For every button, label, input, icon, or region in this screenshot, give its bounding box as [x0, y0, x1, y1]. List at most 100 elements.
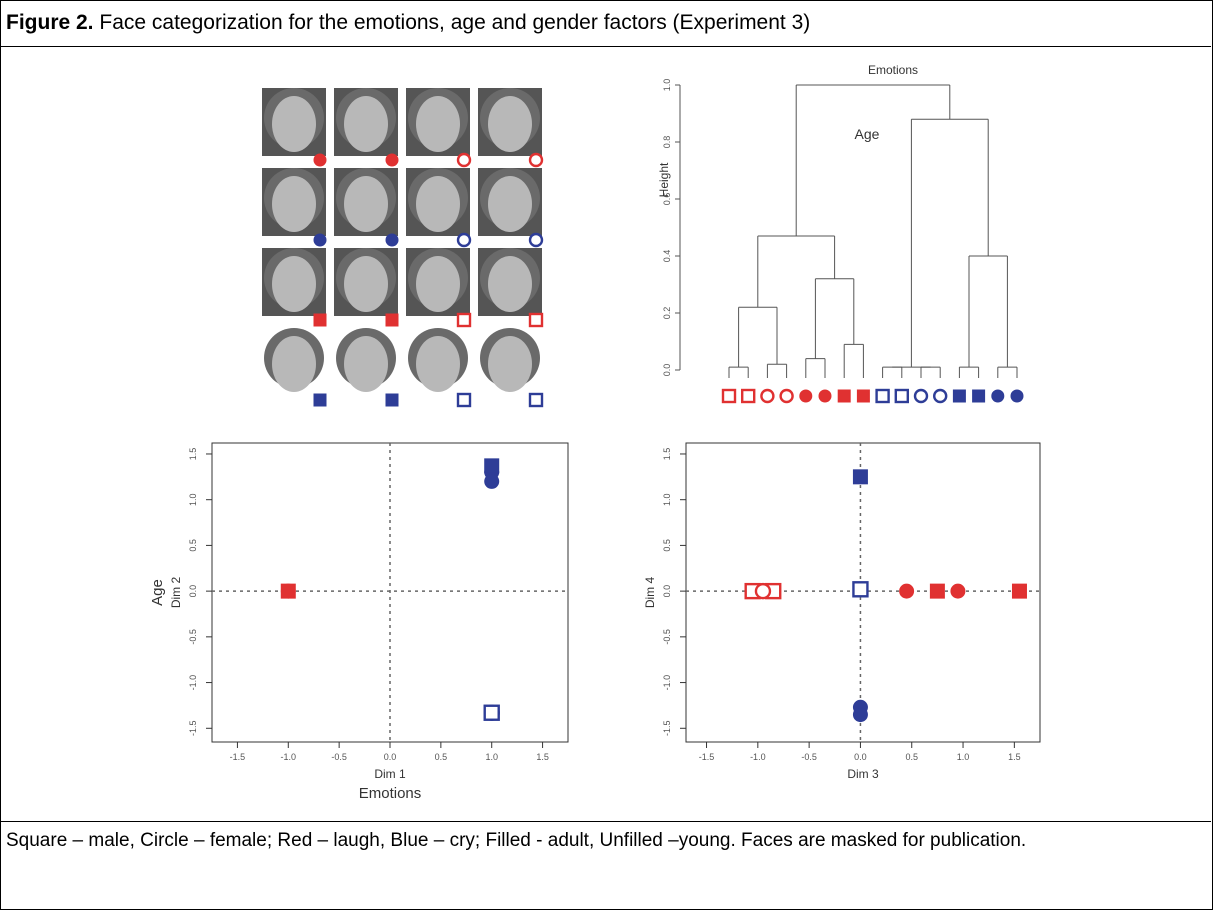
- y-tick-label: -1.5: [188, 721, 198, 737]
- y-tick-label: 0.2: [662, 307, 672, 320]
- y-tick-label: -0.5: [662, 629, 672, 645]
- face-mask: [344, 176, 388, 232]
- leaf-symbol: [721, 388, 737, 404]
- y-axis-label: Dim 4: [643, 577, 657, 609]
- face-symbol: [313, 393, 327, 407]
- leaf-symbol: [894, 388, 909, 404]
- face-symbol: [456, 392, 472, 408]
- x-tick-label: 0.5: [435, 752, 448, 762]
- face-mask: [272, 176, 316, 232]
- x-axis-title: Emotions: [359, 785, 422, 802]
- leaf-symbol: [760, 388, 775, 404]
- y-tick-label: 1.0: [188, 493, 198, 506]
- leaf-symbol: [799, 389, 813, 403]
- x-tick-label: -1.0: [281, 752, 297, 762]
- y-tick-label: 1.0: [662, 493, 672, 506]
- face-mask: [272, 96, 316, 152]
- x-tick-label: 0.0: [854, 752, 867, 762]
- leaf-symbol: [933, 388, 948, 404]
- data-point: [852, 707, 868, 723]
- face-symbol: [313, 313, 327, 327]
- face-symbol: [456, 152, 472, 168]
- face-mask: [272, 256, 316, 312]
- leaf-symbol: [1010, 389, 1024, 403]
- y-tick-label: 0.4: [662, 250, 672, 263]
- leaf-symbol: [779, 388, 794, 404]
- face-symbol: [385, 233, 399, 247]
- x-tick-label: 0.5: [905, 752, 918, 762]
- data-point: [754, 582, 772, 600]
- data-point: [483, 704, 500, 721]
- leaf-symbol: [837, 389, 851, 403]
- leaf-symbol: [972, 389, 986, 403]
- face-mask: [344, 336, 388, 392]
- y-tick-label: 0.5: [662, 539, 672, 552]
- data-point: [929, 583, 945, 599]
- x-tick-label: 1.0: [485, 752, 498, 762]
- x-tick-label: 0.0: [384, 752, 397, 762]
- face-symbol: [528, 152, 544, 168]
- y-axis-title: Age: [149, 579, 166, 606]
- data-point: [1011, 583, 1027, 599]
- data-point: [280, 583, 296, 599]
- x-tick-label: -1.0: [750, 752, 766, 762]
- data-point: [950, 583, 966, 599]
- face-mask: [488, 96, 532, 152]
- y-tick-label: 0.0: [662, 585, 672, 598]
- face-symbol: [313, 233, 327, 247]
- annotation: Emotions: [868, 63, 918, 77]
- y-tick-label: 1.5: [188, 448, 198, 461]
- y-tick-label: 0.8: [662, 136, 672, 149]
- y-tick-label: -0.5: [188, 629, 198, 645]
- leaf-symbol: [818, 389, 832, 403]
- face-mask: [488, 256, 532, 312]
- face-symbol: [528, 392, 544, 408]
- data-point: [852, 581, 869, 598]
- y-tick-label: 0.0: [662, 364, 672, 377]
- figure-body: 0.0 0.2 0.4 0.6 0.8 1.0 Height Emotions Age -1.5 -…: [0, 47, 1211, 822]
- face-mask: [416, 256, 460, 312]
- x-tick-label: 1.0: [957, 752, 970, 762]
- x-tick-label: 1.5: [536, 752, 549, 762]
- figure-title: Face categorization for the emotions, ag…: [99, 11, 811, 34]
- face-symbol: [528, 232, 544, 248]
- x-axis-label: Dim 1: [374, 767, 406, 781]
- face-mask: [416, 336, 460, 392]
- face-mask: [416, 176, 460, 232]
- x-tick-label: -1.5: [230, 752, 246, 762]
- face-mask: [488, 336, 532, 392]
- data-point: [484, 473, 500, 489]
- leaf-symbol: [741, 388, 756, 404]
- leaf-symbol: [875, 388, 890, 404]
- face-mask: [488, 176, 532, 232]
- face-mask: [344, 256, 388, 312]
- y-tick-label: -1.5: [662, 721, 672, 737]
- y-tick-label: 0.6: [662, 193, 672, 206]
- x-tick-label: 1.5: [1008, 752, 1021, 762]
- face-symbol: [456, 232, 472, 248]
- figure-header: Figure 2. Face categorization for the em…: [0, 0, 1211, 47]
- y-axis-label: Dim 2: [169, 577, 183, 609]
- face-symbol: [385, 313, 399, 327]
- y-tick-label: 1.0: [662, 79, 672, 92]
- leaf-symbol: [991, 389, 1005, 403]
- face-mask: [344, 96, 388, 152]
- x-tick-label: -0.5: [331, 752, 347, 762]
- x-axis-label: Dim 3: [847, 767, 879, 781]
- figure-panels: 0.0 0.2 0.4 0.6 0.8 1.0 Height Emotions Age -1.5 -…: [149, 63, 1041, 802]
- figure-label: Figure 2.: [6, 11, 94, 34]
- face-symbol: [385, 393, 399, 407]
- y-tick-label: 1.5: [662, 448, 672, 461]
- face-mask: [272, 336, 316, 392]
- plot-frame: [685, 442, 1041, 743]
- y-axis-label: Height: [657, 162, 671, 197]
- y-tick-label: -1.0: [188, 675, 198, 691]
- face-symbol: [385, 153, 399, 167]
- leaf-symbol: [952, 389, 966, 403]
- face-symbol: [456, 312, 472, 328]
- x-tick-label: -0.5: [801, 752, 817, 762]
- y-tick-label: 0.0: [188, 585, 198, 598]
- face-symbol: [528, 312, 544, 328]
- figure-caption: Square – male, Circle – female; Red – la…: [6, 830, 1027, 851]
